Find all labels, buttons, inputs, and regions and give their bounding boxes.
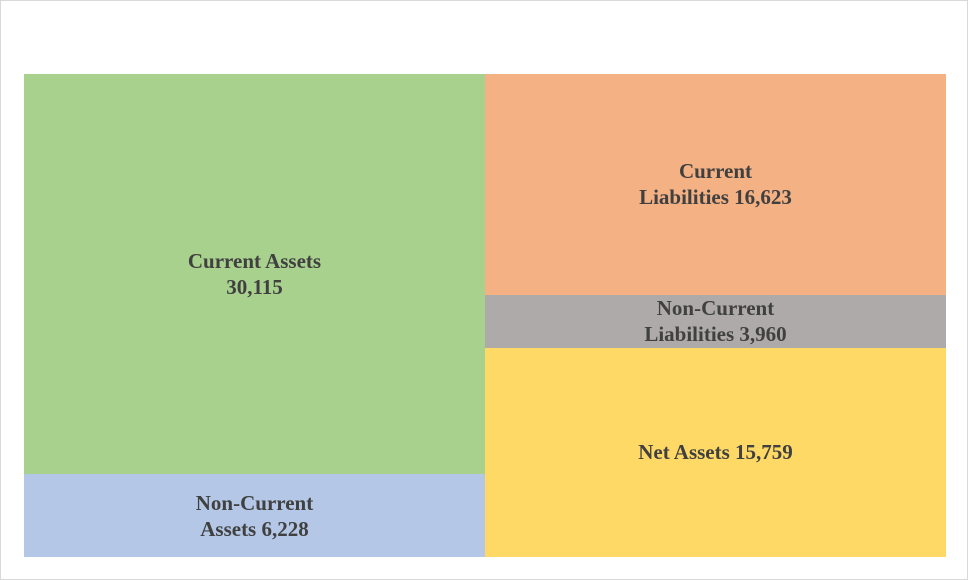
treemap-cell-current-assets: Current Assets 30,115 [24,74,485,475]
treemap-cell-non-current-liabilities: Non-Current Liabilities 3,960 [485,294,946,348]
treemap-cell-non-current-assets: Non-Current Assets 6,228 [24,474,485,557]
treemap-label-non-current-liabilities: Non-Current Liabilities 3,960 [644,296,787,347]
treemap-label-non-current-assets: Non-Current Assets 6,228 [195,490,314,541]
treemap-cell-current-liabilities: Current Liabilities 16,623 [485,74,946,295]
treemap-plot: Current Assets 30,115 Non-Current Assets … [24,74,946,557]
treemap-label-net-assets: Net Assets 15,759 [638,440,793,465]
treemap-label-current-assets: Current Assets 30,115 [187,249,322,300]
treemap-cell-net-assets: Net Assets 15,759 [485,347,946,557]
treemap-label-current-liabilities: Current Liabilities 16,623 [639,159,792,210]
